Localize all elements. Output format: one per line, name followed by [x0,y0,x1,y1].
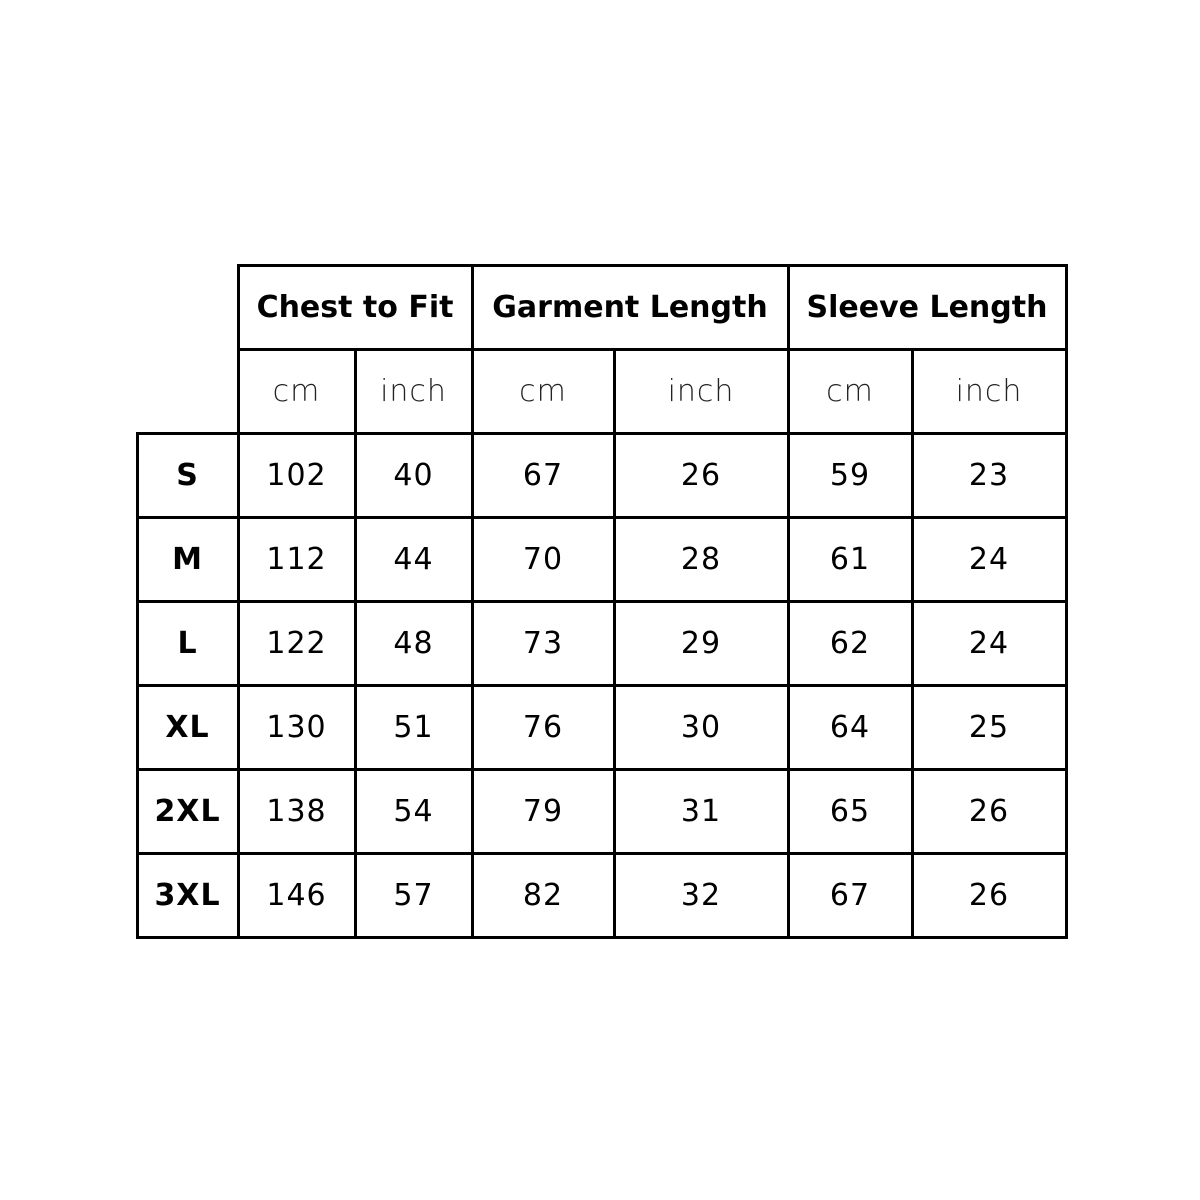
table-cell: 122 [236,599,357,687]
size-label: M [135,515,240,603]
unit-header: inch [612,347,790,435]
size-label: L [135,599,240,687]
unit-header: inch [353,347,474,435]
table-cell: 26 [910,851,1068,939]
table-cell: 64 [786,683,914,771]
table-cell: 26 [612,431,790,519]
table-cell: 76 [470,683,616,771]
table-cell: 79 [470,767,616,855]
table-cell: 24 [910,599,1068,687]
table-cell: 82 [470,851,616,939]
unit-header: cm [470,347,616,435]
table-cell: 32 [612,851,790,939]
table-cell: 65 [786,767,914,855]
table-cell: 23 [910,431,1068,519]
table-cell: 26 [910,767,1068,855]
unit-header: inch [910,347,1068,435]
column-group-header: Garment Length [470,263,790,351]
table-cell: 54 [353,767,474,855]
size-label: XL [135,683,240,771]
table-cell: 67 [470,431,616,519]
table-cell: 138 [236,767,357,855]
table-cell: 44 [353,515,474,603]
column-group-header: Chest to Fit [236,263,474,351]
table-cell: 48 [353,599,474,687]
unit-header: cm [786,347,914,435]
table-cell: 130 [236,683,357,771]
table-cell: 29 [612,599,790,687]
table-cell: 102 [236,431,357,519]
table-cell: 67 [786,851,914,939]
table-cell: 25 [910,683,1068,771]
table-cell: 62 [786,599,914,687]
table-cell: 57 [353,851,474,939]
size-label: 3XL [135,851,240,939]
table-cell: 61 [786,515,914,603]
table-cell: 31 [612,767,790,855]
column-group-header: Sleeve Length [786,263,1068,351]
table-cell: 28 [612,515,790,603]
size-label: 2XL [135,767,240,855]
table-cell: 146 [236,851,357,939]
table-cell: 59 [786,431,914,519]
table-cell: 40 [353,431,474,519]
table-cell: 70 [470,515,616,603]
table-cell: 51 [353,683,474,771]
table-cell: 24 [910,515,1068,603]
table-cell: 30 [612,683,790,771]
table-cell: 73 [470,599,616,687]
unit-header: cm [236,347,357,435]
size-label: S [135,431,240,519]
table-cell: 112 [236,515,357,603]
